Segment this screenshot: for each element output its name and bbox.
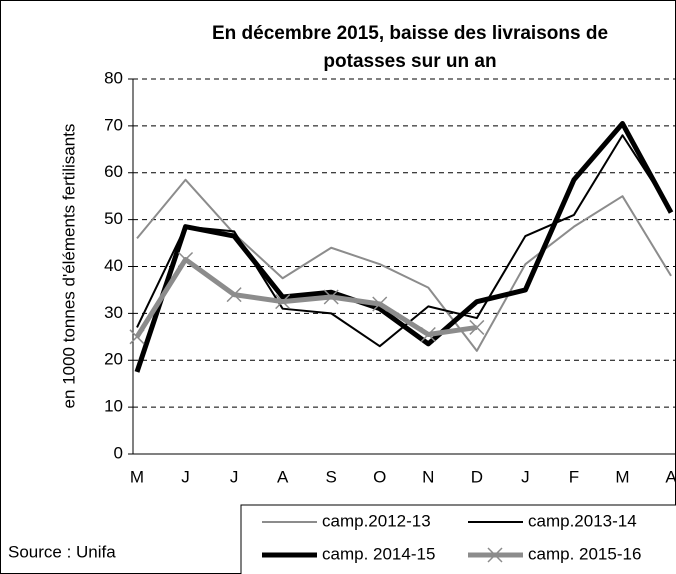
y-tick-label: 0 xyxy=(114,443,123,462)
legend-label: camp. 2015-16 xyxy=(528,544,641,563)
marker xyxy=(226,287,242,303)
legend xyxy=(240,504,676,574)
x-tick-label: A xyxy=(665,467,676,486)
legend-label: camp.2012-13 xyxy=(322,511,431,530)
source: Source : Unifa xyxy=(8,542,116,561)
series-line xyxy=(134,121,674,373)
marker xyxy=(420,326,436,342)
series-line xyxy=(136,178,672,352)
marker xyxy=(178,251,194,267)
marker xyxy=(487,547,503,563)
x-tick-label: O xyxy=(373,467,386,486)
x-tick-label: N xyxy=(422,467,434,486)
y-tick-label: 60 xyxy=(104,162,123,181)
x-tick-label: J xyxy=(230,467,239,486)
y-tick-label: 20 xyxy=(104,350,123,369)
y-tick-label: 40 xyxy=(104,256,123,275)
x-tick-label: A xyxy=(277,467,289,486)
y-tick-label: 50 xyxy=(104,209,123,228)
marker xyxy=(372,296,388,312)
marker xyxy=(323,289,339,305)
x-tick-label: M xyxy=(615,467,629,486)
x-tick-label: S xyxy=(326,467,337,486)
legend-label: camp.2013-14 xyxy=(528,511,637,530)
chart-title: potasses sur un an xyxy=(323,51,496,72)
y-axis-label: en 1000 tonnes d'éléments fertilisants xyxy=(59,124,78,409)
y-tick-label: 80 xyxy=(104,68,123,87)
x-tick-label: F xyxy=(569,467,579,486)
y-tick-label: 30 xyxy=(104,303,123,322)
series-line xyxy=(134,256,478,339)
plot xyxy=(129,121,674,373)
marker xyxy=(129,329,145,345)
legend-label: camp. 2014-15 xyxy=(322,544,435,563)
y-tick-label: 10 xyxy=(104,397,123,416)
x-tick-label: M xyxy=(130,467,144,486)
marker xyxy=(275,294,291,310)
marker xyxy=(469,319,485,335)
x-tick-label: J xyxy=(521,467,530,486)
x-tick-label: J xyxy=(181,467,190,486)
y-tick-label: 70 xyxy=(104,115,123,134)
x-tick-label: D xyxy=(471,467,483,486)
chart-title: En décembre 2015, baisse des livraisons … xyxy=(212,23,608,44)
